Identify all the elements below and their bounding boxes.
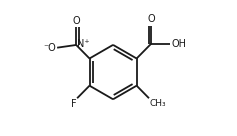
Text: ⁻O: ⁻O — [44, 43, 56, 53]
Text: O: O — [148, 14, 155, 24]
Text: CH₃: CH₃ — [150, 99, 166, 108]
Text: N⁺: N⁺ — [77, 39, 90, 49]
Text: OH: OH — [171, 38, 186, 49]
Text: O: O — [72, 16, 80, 26]
Text: F: F — [71, 99, 77, 109]
